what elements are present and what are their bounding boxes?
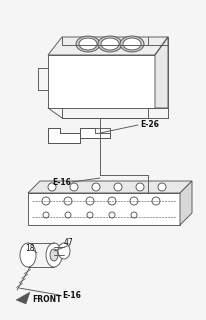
- Circle shape: [87, 212, 93, 218]
- Polygon shape: [48, 55, 155, 108]
- Ellipse shape: [120, 36, 144, 52]
- Polygon shape: [28, 193, 180, 225]
- Circle shape: [108, 197, 116, 205]
- Polygon shape: [48, 37, 168, 55]
- Circle shape: [42, 197, 50, 205]
- Circle shape: [70, 183, 78, 191]
- Text: E-16: E-16: [62, 291, 81, 300]
- Circle shape: [130, 197, 138, 205]
- Circle shape: [65, 212, 71, 218]
- Ellipse shape: [20, 243, 36, 267]
- Circle shape: [114, 183, 122, 191]
- Ellipse shape: [101, 38, 119, 50]
- Circle shape: [109, 212, 115, 218]
- Circle shape: [43, 212, 49, 218]
- Text: E-16: E-16: [52, 178, 71, 187]
- Ellipse shape: [79, 38, 97, 50]
- Circle shape: [48, 183, 56, 191]
- Circle shape: [64, 197, 72, 205]
- Ellipse shape: [98, 36, 122, 52]
- Polygon shape: [155, 37, 168, 108]
- Text: E-26: E-26: [140, 119, 159, 129]
- Circle shape: [152, 197, 160, 205]
- Polygon shape: [80, 128, 110, 138]
- Circle shape: [136, 183, 144, 191]
- Ellipse shape: [46, 243, 62, 267]
- Polygon shape: [48, 128, 80, 143]
- Ellipse shape: [50, 249, 58, 261]
- Circle shape: [131, 212, 137, 218]
- Circle shape: [92, 183, 100, 191]
- Text: 18: 18: [25, 244, 35, 252]
- Ellipse shape: [123, 38, 141, 50]
- Circle shape: [86, 197, 94, 205]
- Text: FRONT: FRONT: [32, 294, 62, 303]
- Ellipse shape: [76, 36, 100, 52]
- Circle shape: [158, 183, 166, 191]
- Polygon shape: [180, 181, 192, 225]
- Polygon shape: [16, 292, 30, 304]
- Text: 47: 47: [63, 237, 73, 246]
- Polygon shape: [28, 181, 192, 193]
- Ellipse shape: [58, 243, 70, 259]
